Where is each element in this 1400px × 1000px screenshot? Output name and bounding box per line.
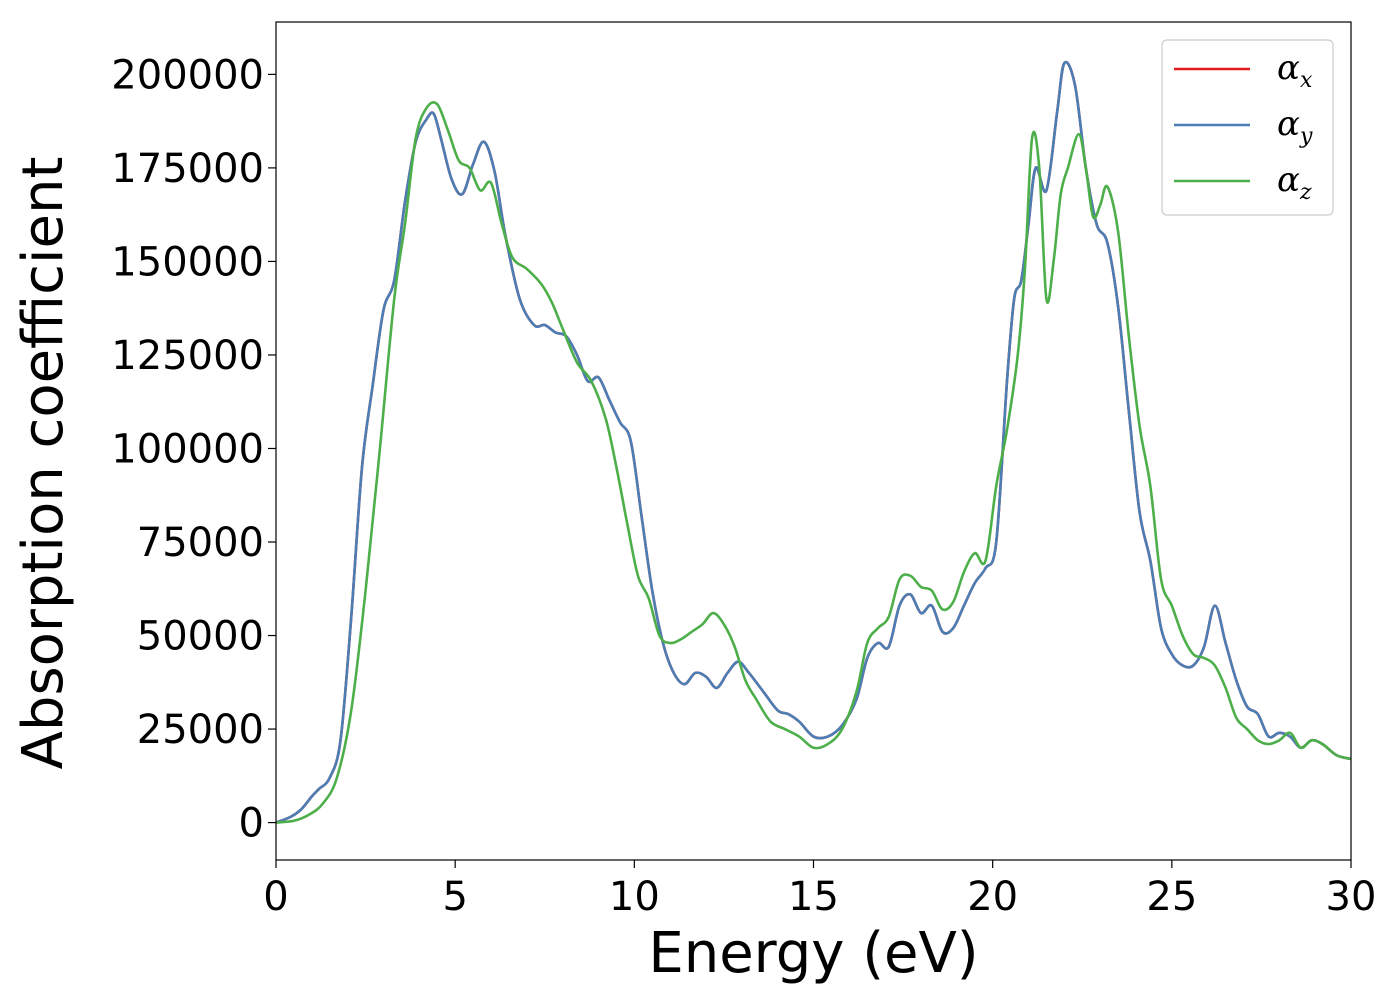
y-tick-label: 175000 — [111, 146, 264, 192]
y-axis: 0 25000 50000 75000 100000 125000 150000 175000… — [111, 52, 276, 847]
series-line-z — [276, 101, 1351, 824]
y-tick-label: 200000 — [111, 52, 264, 98]
x-tick-label: 15 — [788, 874, 839, 920]
y-axis-title: Absorption coefficient — [11, 157, 76, 770]
y-tick-label: 0 — [239, 801, 264, 847]
x-tick-label: 30 — [1326, 874, 1377, 920]
y-tick-label: 125000 — [111, 333, 264, 379]
y-tick-label: 75000 — [137, 520, 264, 566]
x-tick-label: 10 — [609, 874, 660, 920]
series-line-y — [276, 60, 1351, 824]
x-axis: 0 5 10 15 20 25 30 — [263, 860, 1376, 920]
y-tick-label: 100000 — [111, 426, 264, 472]
legend-box — [1161, 39, 1334, 216]
x-tick-label: 5 — [442, 874, 467, 920]
x-tick-label: 20 — [967, 874, 1018, 920]
series-layer — [276, 60, 1351, 824]
y-tick-label: 25000 — [137, 707, 264, 753]
x-axis-title: Energy (eV) — [648, 921, 978, 986]
legend-label-y: αy — [1277, 104, 1313, 149]
x-tick-label: 25 — [1146, 874, 1197, 920]
y-tick-label: 50000 — [137, 614, 264, 660]
legend-label-z: αz — [1277, 160, 1312, 205]
legend-label-x: αx — [1277, 48, 1313, 93]
legend: αx αy αz — [1161, 39, 1334, 216]
x-tick-label: 0 — [263, 874, 288, 920]
y-tick-label: 150000 — [111, 239, 264, 285]
